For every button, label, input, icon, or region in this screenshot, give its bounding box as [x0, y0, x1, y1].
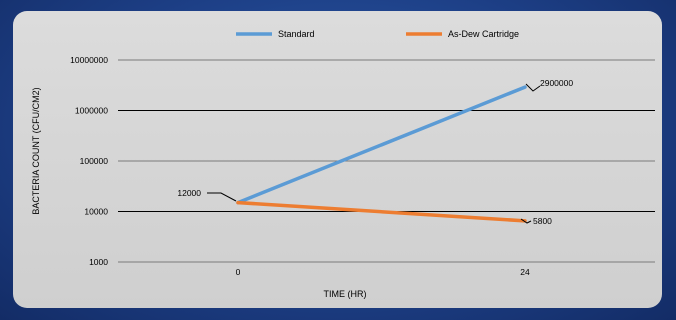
x-axis-ticks: 0 24	[236, 267, 530, 277]
data-label-leader	[207, 192, 237, 202]
y-tick-label: 1000000	[75, 106, 108, 116]
data-label: 12000	[177, 188, 201, 198]
y-tick-label: 10000	[84, 207, 108, 217]
legend: Standard As-Dew Cartridge	[236, 29, 519, 39]
line-chart: Standard As-Dew Cartridge 100000001000000…	[31, 29, 655, 299]
chart-panel: Standard As-Dew Cartridge 10000000 1000000…	[13, 11, 662, 308]
gridlines	[118, 59, 655, 263]
x-tick-label: 24	[520, 267, 530, 277]
data-label-leader	[520, 218, 532, 224]
data-label: 5800	[533, 216, 552, 226]
data-labels: 12000 2900000 5800	[177, 78, 573, 226]
data-label: 2900000	[540, 78, 573, 88]
series-line-as-dew-cartridge	[236, 200, 527, 223]
y-tick-label: 10000000	[70, 55, 108, 65]
legend-label: Standard	[278, 29, 315, 39]
y-axis-ticks: 10000000 1000000 100000 10000 1000	[70, 55, 108, 267]
x-tick-label: 0	[236, 267, 241, 277]
x-axis-label: TIME (HR)	[324, 289, 367, 299]
series-lines	[236, 85, 527, 223]
series-line-standard	[236, 85, 527, 205]
y-axis-label: BACTERIA COUNT (CFU/CM2)	[31, 87, 41, 214]
data-label-leader	[525, 83, 541, 92]
y-tick-label: 100000	[80, 156, 109, 166]
y-tick-label: 1000	[89, 257, 108, 267]
legend-label: As-Dew Cartridge	[448, 29, 519, 39]
